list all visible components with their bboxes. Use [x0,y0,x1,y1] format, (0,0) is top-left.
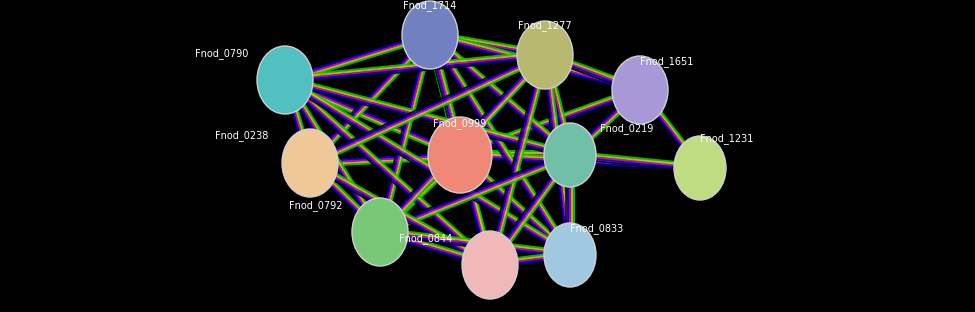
Ellipse shape [544,123,596,187]
Ellipse shape [462,231,518,299]
Text: Fnod_0790: Fnod_0790 [195,48,248,59]
Ellipse shape [544,223,596,287]
Text: Fnod_1651: Fnod_1651 [640,56,693,67]
Ellipse shape [612,56,668,124]
Ellipse shape [674,136,726,200]
Ellipse shape [282,129,338,197]
Text: Fnod_0238: Fnod_0238 [214,130,268,141]
Text: Fnod_0844: Fnod_0844 [399,233,452,244]
Text: Fnod_1277: Fnod_1277 [518,20,571,31]
Ellipse shape [517,21,573,89]
Ellipse shape [257,46,313,114]
Ellipse shape [352,198,408,266]
Text: Fnod_0833: Fnod_0833 [570,223,623,234]
Ellipse shape [402,1,458,69]
Text: Fnod_0219: Fnod_0219 [600,123,653,134]
Text: Fnod_1231: Fnod_1231 [700,133,754,144]
Text: Fnod_0792: Fnod_0792 [290,200,343,211]
Text: Fnod_1714: Fnod_1714 [404,0,456,11]
Text: Fnod_0999: Fnod_0999 [433,118,487,129]
Ellipse shape [428,117,492,193]
